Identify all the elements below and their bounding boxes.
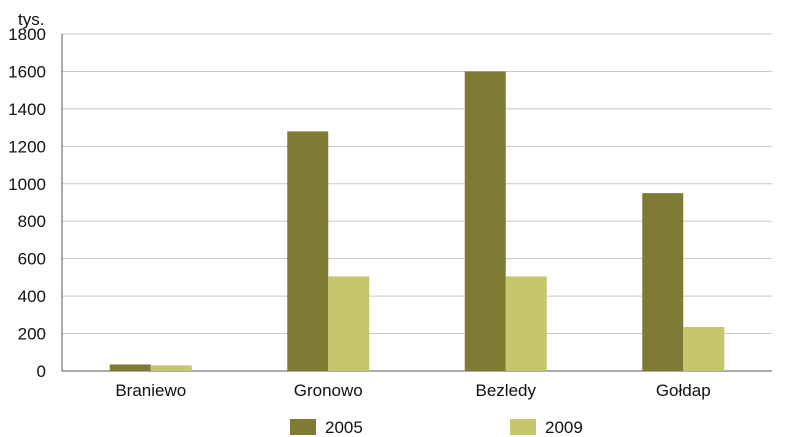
x-category-label: Gołdap bbox=[656, 381, 711, 400]
y-tick-label: 1000 bbox=[8, 175, 46, 194]
y-axis-label: tys. bbox=[18, 10, 44, 29]
bar-2005-Bezledy bbox=[464, 71, 506, 371]
legend-swatch-2009 bbox=[510, 419, 536, 435]
bar-2009-Braniewo bbox=[150, 365, 192, 371]
bar-2005-Gronowo bbox=[287, 131, 329, 371]
y-tick-label: 800 bbox=[18, 212, 46, 231]
y-tick-label: 200 bbox=[18, 325, 46, 344]
y-tick-label: 400 bbox=[18, 287, 46, 306]
bars bbox=[109, 71, 725, 371]
legend-label: 2009 bbox=[545, 418, 583, 437]
legend-label: 2005 bbox=[325, 418, 363, 437]
bar-2009-Gronowo bbox=[328, 276, 370, 371]
y-tick-label: 1200 bbox=[8, 137, 46, 156]
legend-swatch-2005 bbox=[290, 419, 316, 435]
y-tick-label: 0 bbox=[37, 362, 46, 381]
bar-2009-Gołdap bbox=[683, 327, 725, 371]
bar-2005-Braniewo bbox=[109, 364, 151, 371]
legend: 2005 2009 bbox=[290, 418, 583, 437]
y-axis-ticks: 0 200 400 600 800 1000 1200 1400 1600 1800 bbox=[8, 25, 46, 381]
x-axis-categories: Braniewo Gronowo Bezledy Gołdap bbox=[115, 381, 710, 400]
x-category-label: Bezledy bbox=[476, 381, 537, 400]
x-category-label: Braniewo bbox=[115, 381, 186, 400]
y-tick-label: 1600 bbox=[8, 62, 46, 81]
y-tick-label: 1400 bbox=[8, 100, 46, 119]
y-tick-label: 600 bbox=[18, 250, 46, 269]
y-tick-label: 1800 bbox=[8, 25, 46, 44]
bar-2005-Gołdap bbox=[642, 193, 684, 371]
x-category-label: Gronowo bbox=[294, 381, 363, 400]
bar-2009-Bezledy bbox=[505, 276, 547, 371]
